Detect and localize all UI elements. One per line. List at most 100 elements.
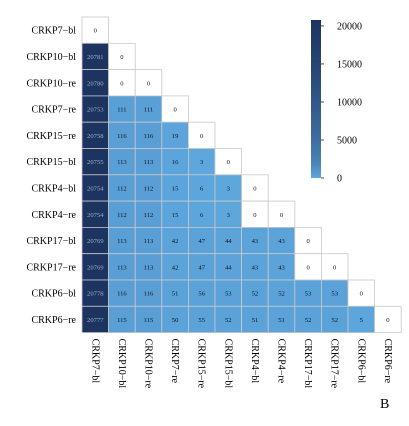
column-label: CRKP6−re: [382, 339, 393, 384]
heatmap-cell: [241, 253, 269, 281]
cell-value: 113: [144, 159, 154, 166]
cell-value: 43: [278, 238, 285, 245]
cell-value: 16: [172, 159, 179, 166]
heatmap-cell: [214, 279, 243, 307]
cell-value: 113: [144, 238, 154, 245]
column-label: CRKP10−bl: [116, 339, 127, 389]
row-label: CRKP6−bl: [31, 289, 76, 300]
cell-value: 43: [252, 264, 259, 271]
heatmap-cell: [81, 305, 110, 333]
cell-value: 116: [144, 133, 154, 140]
cell-value: 0: [253, 212, 257, 219]
cell-value: 20780: [87, 80, 104, 87]
cell-value: 47: [198, 238, 205, 245]
heatmap-cell: [267, 305, 296, 333]
colorbar-tick-label: 15000: [337, 59, 362, 70]
heatmap-cell: [108, 148, 136, 176]
cell-value: 113: [117, 238, 127, 245]
cell-value: 112: [144, 212, 154, 219]
cell-value: 43: [252, 238, 259, 245]
cell-value: 52: [278, 291, 285, 298]
cell-value: 19: [172, 133, 179, 140]
row-label: CRKP4−re: [31, 210, 76, 221]
cell-value: 111: [144, 107, 153, 114]
row-label: CRKP17−bl: [26, 236, 76, 247]
heatmap-cell: [374, 305, 402, 333]
cell-value: 55: [198, 317, 205, 324]
cell-value: 44: [225, 264, 232, 271]
colorbar-tick-label: 5000: [337, 135, 357, 146]
cell-value: 15: [172, 212, 179, 219]
heatmap-cell: [81, 42, 110, 70]
cell-value: 20758: [87, 133, 104, 140]
column-label: CRKP17−bl: [302, 339, 313, 389]
heatmap-cell: [108, 253, 136, 281]
cell-value: 3: [227, 185, 231, 192]
cell-value: 116: [117, 133, 127, 140]
row-label: CRKP10−re: [26, 78, 76, 89]
heatmap-cell: [108, 305, 136, 333]
heatmap-cell: [108, 42, 136, 70]
cell-value: 0: [280, 212, 284, 219]
cell-value: 115: [117, 317, 127, 324]
cell-value: 47: [198, 264, 205, 271]
cell-value: 0: [200, 133, 204, 140]
column-label: CRKP6−bl: [355, 339, 366, 384]
heatmap-cell: [161, 121, 189, 149]
heatmap-cell: [108, 226, 136, 255]
cell-value: 0: [173, 107, 177, 114]
panel-label: B: [380, 397, 390, 412]
heatmap-cell: [81, 69, 110, 97]
heatmap-cell: [161, 305, 189, 333]
cell-value: 0: [120, 54, 124, 61]
heatmap-cell: [347, 305, 376, 333]
column-label: CRKP17−re: [329, 339, 340, 389]
row-label: CRKP6−re: [31, 315, 76, 326]
row-label: CRKP10−bl: [26, 52, 76, 63]
cell-value: 20778: [87, 291, 104, 298]
cell-value: 52: [225, 317, 232, 324]
cell-value: 6: [200, 212, 204, 219]
cell-value: 0: [94, 28, 98, 35]
heatmap-cell: [108, 95, 136, 123]
heatmap-cell: [81, 16, 110, 44]
cell-value: 0: [306, 264, 310, 271]
heatmap-cell: [134, 95, 163, 123]
cell-value: 0: [120, 80, 124, 87]
cell-value: 0: [253, 185, 257, 192]
heatmap-cell: [108, 200, 136, 228]
cell-value: 53: [331, 291, 338, 298]
cell-value: 52: [331, 317, 338, 324]
row-label: CRKP17−re: [26, 262, 76, 273]
cell-value: 56: [198, 291, 205, 298]
cell-value: 3: [200, 159, 204, 166]
cell-value: 20754: [87, 185, 104, 192]
cell-value: 42: [172, 238, 179, 245]
cell-value: 0: [386, 317, 390, 324]
cell-value: 20777: [87, 317, 104, 324]
heatmap-cell: [347, 279, 376, 307]
row-label: CRKP4−bl: [31, 183, 76, 194]
heatmap-cell: [294, 226, 322, 255]
column-label: CRKP4−bl: [249, 339, 260, 384]
cell-value: 0: [360, 291, 364, 298]
colorbar-tick-label: 0: [337, 174, 342, 185]
cell-value: 20769: [87, 238, 104, 245]
cell-value: 42: [172, 264, 179, 271]
column-label: CRKP7−bl: [89, 339, 100, 384]
column-label: CRKP10−re: [143, 339, 154, 389]
cell-value: 113: [117, 159, 127, 166]
cell-value: 112: [144, 185, 154, 192]
cell-value: 0: [333, 264, 337, 271]
cell-value: 51: [172, 291, 179, 298]
cell-value: 20755: [87, 159, 104, 166]
cell-value: 115: [144, 317, 154, 324]
cell-value: 113: [117, 264, 127, 271]
heatmap-cell: [134, 121, 163, 149]
heatmap-cell: [320, 305, 349, 333]
cell-value: 20754: [87, 212, 104, 219]
cell-value: 3: [227, 212, 231, 219]
cell-value: 53: [225, 291, 232, 298]
cell-value: 51: [252, 317, 259, 324]
